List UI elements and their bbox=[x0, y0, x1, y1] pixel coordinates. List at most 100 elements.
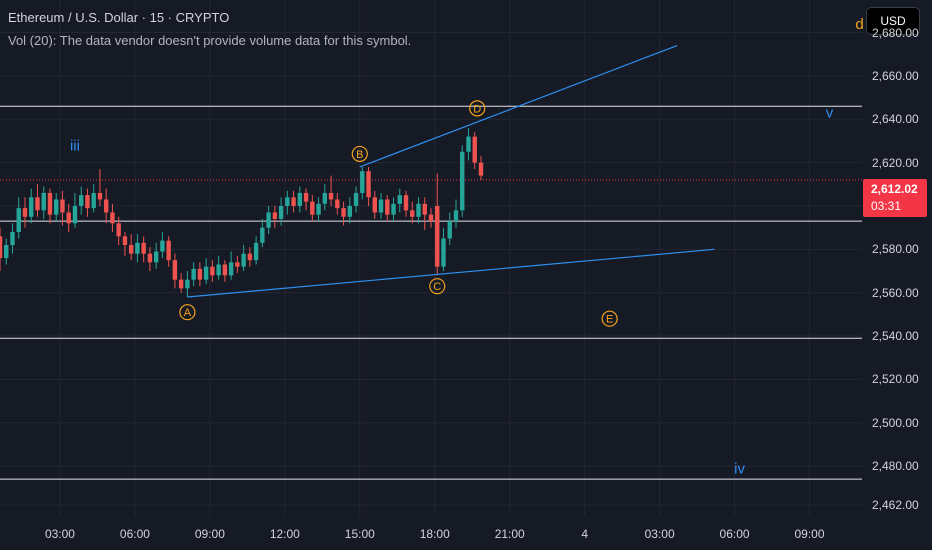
candle-body bbox=[472, 136, 477, 163]
candle-body bbox=[122, 236, 128, 245]
candle-body bbox=[353, 192, 359, 206]
y-tick-label: 2,620.00 bbox=[872, 155, 919, 170]
candle bbox=[366, 166, 371, 206]
current-price-tag: 2,612.02 03:31 bbox=[863, 179, 927, 217]
candle bbox=[472, 132, 477, 170]
candle bbox=[60, 190, 65, 226]
candle-body bbox=[428, 214, 434, 222]
y-tick-label: 2,640.00 bbox=[872, 112, 919, 127]
trendlines bbox=[187, 44, 715, 298]
currency-button[interactable]: USD bbox=[866, 7, 920, 35]
candle-body bbox=[278, 205, 284, 219]
x-tick-label: 15:00 bbox=[344, 527, 375, 541]
candle bbox=[79, 186, 84, 215]
candle bbox=[397, 188, 402, 213]
candle-body bbox=[66, 212, 71, 224]
candle-body bbox=[54, 199, 59, 215]
candle-body bbox=[253, 242, 259, 261]
candle bbox=[160, 231, 165, 258]
candle bbox=[241, 244, 246, 272]
candlesticks bbox=[0, 127, 484, 298]
chart-grid bbox=[0, 0, 862, 516]
y-tick-label: 2,462.00 bbox=[872, 498, 919, 513]
current-price-value: 2,612.02 bbox=[871, 182, 918, 196]
candle bbox=[47, 188, 53, 224]
y-tick-label: 2,500.00 bbox=[872, 415, 919, 430]
candle-body bbox=[116, 223, 121, 237]
candle bbox=[353, 186, 359, 213]
wave-circle bbox=[601, 310, 618, 327]
wave-label-iii: iii bbox=[70, 137, 80, 154]
candle bbox=[310, 195, 315, 222]
candle bbox=[303, 188, 309, 211]
candle-body bbox=[447, 221, 452, 239]
candle-body bbox=[197, 268, 203, 280]
candle-body bbox=[303, 192, 309, 202]
candle bbox=[216, 255, 221, 280]
candle bbox=[297, 186, 303, 213]
candle-countdown: 03:31 bbox=[871, 199, 902, 213]
candle-body bbox=[172, 260, 178, 280]
candle bbox=[278, 197, 284, 226]
candle-body bbox=[185, 279, 190, 289]
candle-body bbox=[85, 195, 90, 209]
candle bbox=[91, 184, 96, 213]
wave-label-text: C bbox=[433, 281, 441, 293]
candle-body bbox=[391, 203, 396, 215]
candle bbox=[253, 236, 259, 265]
candle bbox=[422, 197, 427, 230]
candle-body bbox=[103, 199, 109, 213]
candle-body bbox=[79, 195, 84, 206]
candle bbox=[141, 236, 146, 263]
candle-body bbox=[41, 192, 46, 211]
candle bbox=[29, 188, 34, 224]
candle-body bbox=[266, 212, 271, 228]
candle bbox=[235, 255, 240, 274]
wave-circle bbox=[469, 100, 486, 117]
candle-body bbox=[316, 203, 321, 215]
wave-label-text: A bbox=[184, 307, 192, 319]
candle-body bbox=[91, 192, 96, 209]
y-tick-label: 2,660.00 bbox=[872, 68, 919, 83]
candle bbox=[197, 262, 203, 287]
candle-body bbox=[228, 262, 234, 276]
candle-body bbox=[366, 171, 371, 198]
candle bbox=[85, 188, 90, 217]
candle bbox=[66, 203, 71, 232]
y-tick-label: 2,580.00 bbox=[872, 242, 919, 257]
candle-body bbox=[460, 151, 465, 211]
candle-body bbox=[291, 197, 296, 206]
candle bbox=[260, 218, 265, 248]
candle bbox=[110, 203, 115, 232]
candle-body bbox=[47, 192, 53, 215]
candle-body bbox=[378, 199, 384, 213]
x-tick-label: 09:00 bbox=[794, 527, 825, 541]
candle-body bbox=[285, 197, 290, 206]
candle-body bbox=[422, 203, 427, 215]
candle bbox=[116, 216, 121, 245]
candle bbox=[403, 190, 409, 217]
candle-body bbox=[397, 195, 402, 204]
candle-body bbox=[166, 240, 171, 261]
candle-body bbox=[347, 205, 352, 217]
candle bbox=[272, 205, 278, 228]
candle bbox=[316, 197, 321, 222]
candle bbox=[135, 234, 140, 263]
candle bbox=[341, 201, 346, 226]
candle bbox=[41, 186, 46, 219]
candle bbox=[178, 273, 184, 293]
candle-body bbox=[128, 244, 134, 254]
trendline bbox=[359, 44, 678, 168]
candle bbox=[0, 227, 3, 272]
candle bbox=[166, 236, 171, 267]
trendline bbox=[187, 248, 715, 298]
candle-body bbox=[453, 210, 459, 222]
x-tick-label: 4 bbox=[581, 527, 588, 541]
y-tick-label: 2,560.00 bbox=[872, 285, 919, 300]
x-tick-label: 03:00 bbox=[644, 527, 675, 541]
candle-body bbox=[141, 242, 146, 254]
candle bbox=[247, 247, 253, 267]
candle-body bbox=[341, 208, 346, 217]
